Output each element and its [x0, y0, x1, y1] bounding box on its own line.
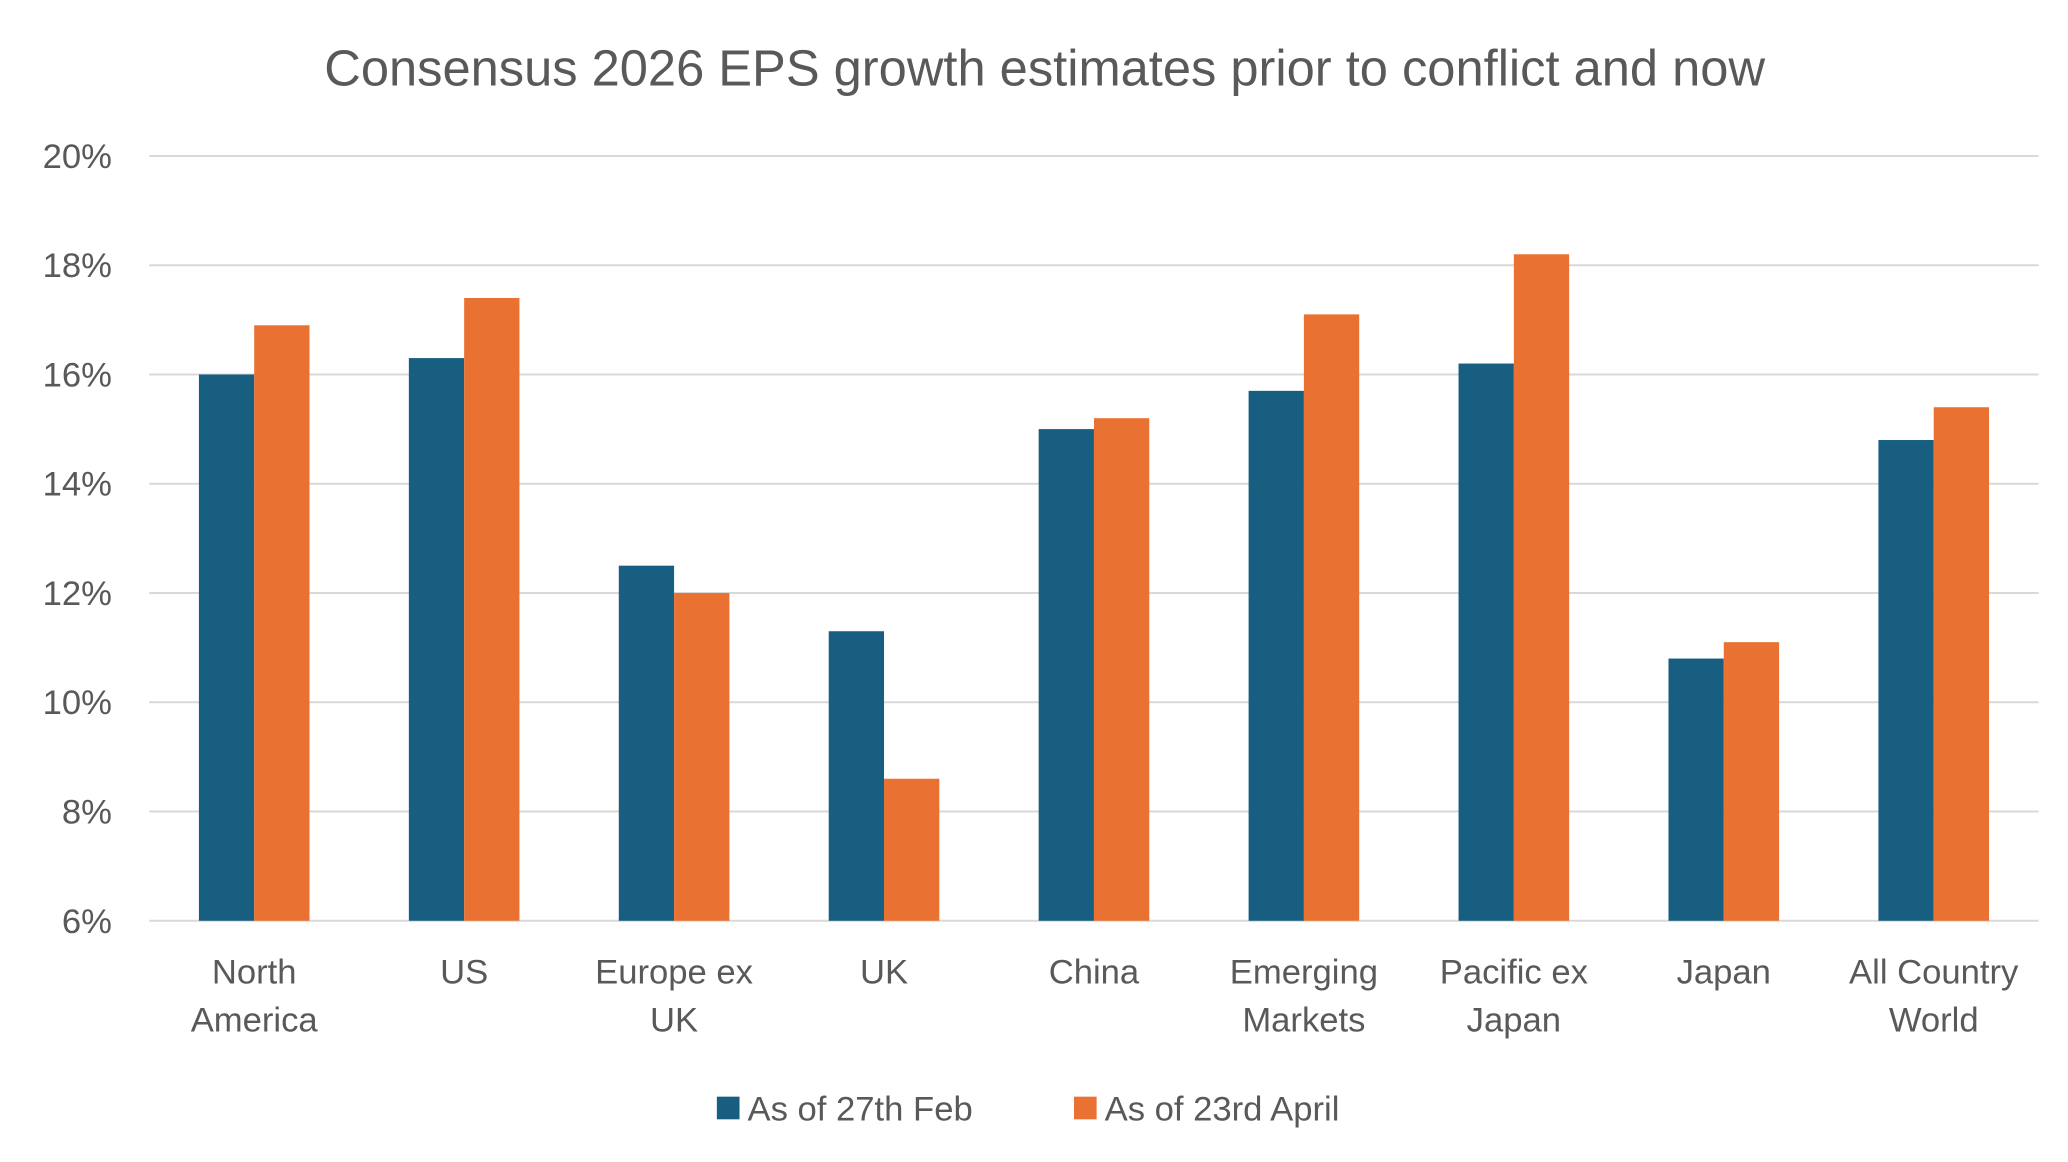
x-tick-label: Europe ex: [595, 953, 753, 991]
y-tick-label: 18%: [43, 247, 112, 285]
bar-feb: [1458, 363, 1514, 921]
y-tick-label: 12%: [43, 575, 112, 613]
y-tick-label: 16%: [43, 356, 112, 394]
bar-feb: [1668, 658, 1724, 921]
x-tick-label: US: [440, 953, 488, 991]
bar-feb: [1878, 440, 1934, 921]
x-tick-label: China: [1049, 953, 1140, 991]
x-axis: North America US Europe ex UK UK China Emerging…: [191, 953, 2019, 1039]
bar-april: [1723, 642, 1780, 921]
legend-swatch: [716, 1096, 740, 1120]
bar-april: [254, 325, 310, 921]
y-axis: 6% 8% 10% 12% 14% 16% 18% 20%: [43, 138, 112, 941]
legend-swatch: [1073, 1096, 1097, 1120]
bar-april: [1093, 418, 1150, 921]
bar-feb: [828, 631, 885, 921]
x-tick-label: UK: [860, 953, 908, 991]
chart-title: Consensus 2026 EPS growth estimates prio…: [324, 39, 1765, 96]
y-tick-label: 8%: [62, 794, 112, 832]
x-tick-label: America: [191, 1001, 319, 1039]
x-tick-label: North: [212, 953, 297, 991]
x-tick-label: Markets: [1242, 1001, 1365, 1039]
bar-feb: [1038, 429, 1094, 921]
bars: [198, 254, 1990, 921]
bar-april: [464, 297, 520, 921]
x-tick-label: Japan: [1677, 953, 1771, 991]
y-tick-label: 10%: [43, 684, 112, 722]
x-tick-label: All Country: [1849, 953, 2019, 991]
x-tick-label: World: [1889, 1001, 1979, 1039]
x-tick-label: Pacific ex: [1440, 953, 1588, 991]
bar-april: [674, 592, 730, 921]
bar-april: [1513, 254, 1570, 921]
bar-feb: [198, 374, 255, 921]
y-tick-label: 6%: [62, 903, 112, 941]
bar-april: [884, 778, 940, 921]
bar-feb: [408, 358, 465, 921]
legend-label: As of 27th Feb: [748, 1091, 973, 1129]
bar-feb: [1248, 390, 1304, 921]
bar-feb: [618, 565, 675, 921]
legend: As of 27th Feb As of 23rd April: [716, 1091, 1340, 1129]
x-tick-label: Emerging: [1230, 953, 1378, 991]
y-tick-label: 14%: [43, 466, 112, 504]
bar-april: [1303, 314, 1360, 921]
x-tick-label: Japan: [1467, 1001, 1561, 1039]
legend-label: As of 23rd April: [1105, 1091, 1340, 1129]
y-tick-label: 20%: [43, 138, 112, 176]
bar-april: [1933, 407, 1990, 921]
x-tick-label: UK: [650, 1001, 698, 1039]
